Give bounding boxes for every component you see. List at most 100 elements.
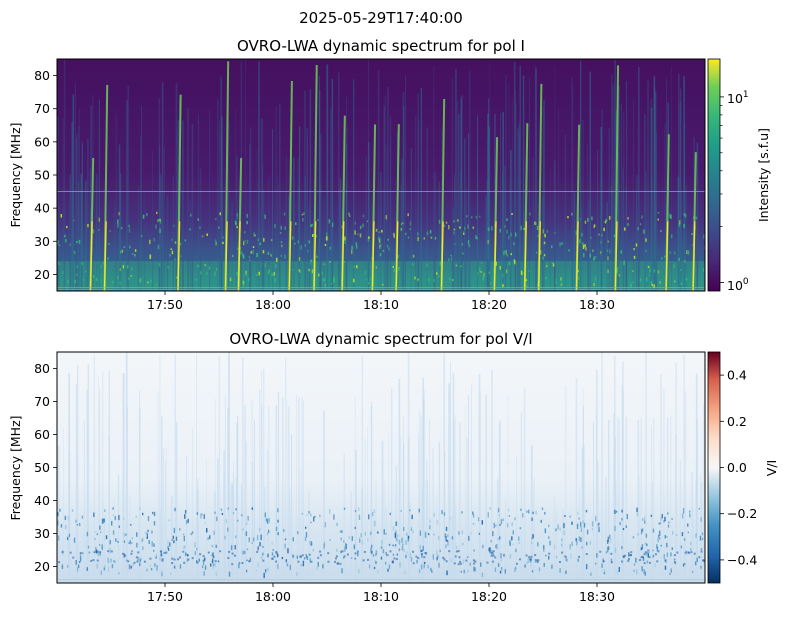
speckle <box>561 242 563 245</box>
speckle <box>82 278 85 282</box>
speckle <box>289 564 292 571</box>
speckle <box>427 533 430 536</box>
speckle <box>663 554 666 559</box>
x-axis: 17:50 18:00 18:10 18:20 18:30 <box>147 291 615 312</box>
speckle <box>658 530 661 536</box>
speckle <box>610 558 613 563</box>
speckle <box>529 212 531 216</box>
colorbar-ticks: 0.4 0.2 0.0 −0.2 −0.4 <box>720 368 757 567</box>
x-tick-label: 18:30 <box>579 297 615 312</box>
speckle <box>543 254 546 257</box>
speckle <box>518 536 520 542</box>
speckle <box>357 507 360 512</box>
speckle <box>277 532 279 535</box>
band-speckle <box>211 552 214 555</box>
speckle <box>65 524 67 530</box>
band-speckle <box>391 560 394 563</box>
speckle <box>583 522 586 528</box>
band-speckle <box>534 554 537 557</box>
speckle <box>508 261 511 266</box>
speckle <box>191 531 194 534</box>
speckle <box>328 219 331 224</box>
speckle <box>336 522 338 527</box>
speckle <box>150 279 152 283</box>
speckle <box>201 513 203 516</box>
speckle <box>362 223 364 228</box>
speckle <box>463 231 465 235</box>
colorbar-tick-label: −0.2 <box>727 506 757 521</box>
speckle <box>544 233 546 238</box>
speckle <box>101 544 103 550</box>
speckle <box>378 238 381 243</box>
speckle <box>419 544 421 550</box>
speckle <box>134 249 137 252</box>
speckle <box>322 278 325 282</box>
speckle <box>100 570 103 575</box>
speckle <box>123 540 126 543</box>
speckle <box>300 245 302 250</box>
speckle <box>60 524 63 528</box>
speckle <box>107 557 109 564</box>
speckle <box>538 567 541 572</box>
speckle <box>78 239 81 244</box>
speckle <box>481 572 484 577</box>
speckle <box>599 251 602 254</box>
band-speckle <box>161 558 164 561</box>
speckle <box>292 268 294 271</box>
speckle <box>229 277 232 282</box>
speckle <box>541 507 544 511</box>
speckle <box>480 562 482 567</box>
speckle <box>379 243 382 248</box>
band-speckle <box>536 561 539 564</box>
speckle <box>92 275 95 278</box>
speckle <box>433 533 435 536</box>
speckle <box>57 512 59 517</box>
band-speckle <box>130 552 133 555</box>
speckle <box>427 564 429 569</box>
speckle <box>340 537 342 541</box>
speckle <box>295 222 297 226</box>
band-speckle <box>530 555 533 558</box>
speckle <box>109 230 112 232</box>
speckle <box>298 270 301 273</box>
speckle <box>438 562 440 568</box>
speckle <box>522 513 524 518</box>
speckle <box>445 536 447 542</box>
band-speckle <box>564 555 567 558</box>
band-speckle <box>96 559 99 562</box>
speckle <box>275 264 277 268</box>
speckle <box>633 569 635 573</box>
speckle <box>328 509 331 514</box>
speckle <box>524 564 526 568</box>
radio-burst-core <box>614 221 618 291</box>
band-speckle <box>319 550 322 553</box>
speckle <box>674 280 676 283</box>
radio-burst-core <box>177 221 181 291</box>
speckle <box>451 536 454 540</box>
speckle <box>117 540 119 544</box>
speckle <box>350 557 353 560</box>
speckle <box>183 546 185 550</box>
speckle <box>620 250 623 254</box>
band-speckle <box>458 556 461 559</box>
speckle <box>385 552 387 555</box>
speckle <box>555 528 557 532</box>
speckle <box>284 543 286 549</box>
speckle <box>514 517 516 521</box>
speckle <box>636 507 638 513</box>
speckle <box>101 518 104 524</box>
speckle <box>544 511 546 515</box>
colorbar-tick-label: 0.0 <box>727 460 747 475</box>
speckle <box>543 562 545 567</box>
speckle <box>361 539 364 545</box>
speckle <box>267 529 270 534</box>
y-axis: 20 30 40 50 60 70 80 <box>34 361 57 574</box>
speckle <box>388 247 390 251</box>
speckle <box>396 553 399 556</box>
speckle <box>329 260 331 263</box>
speckle <box>478 532 481 535</box>
speckle <box>683 538 686 541</box>
band-speckle <box>683 563 686 566</box>
speckle <box>107 256 109 261</box>
speckle <box>598 233 600 236</box>
